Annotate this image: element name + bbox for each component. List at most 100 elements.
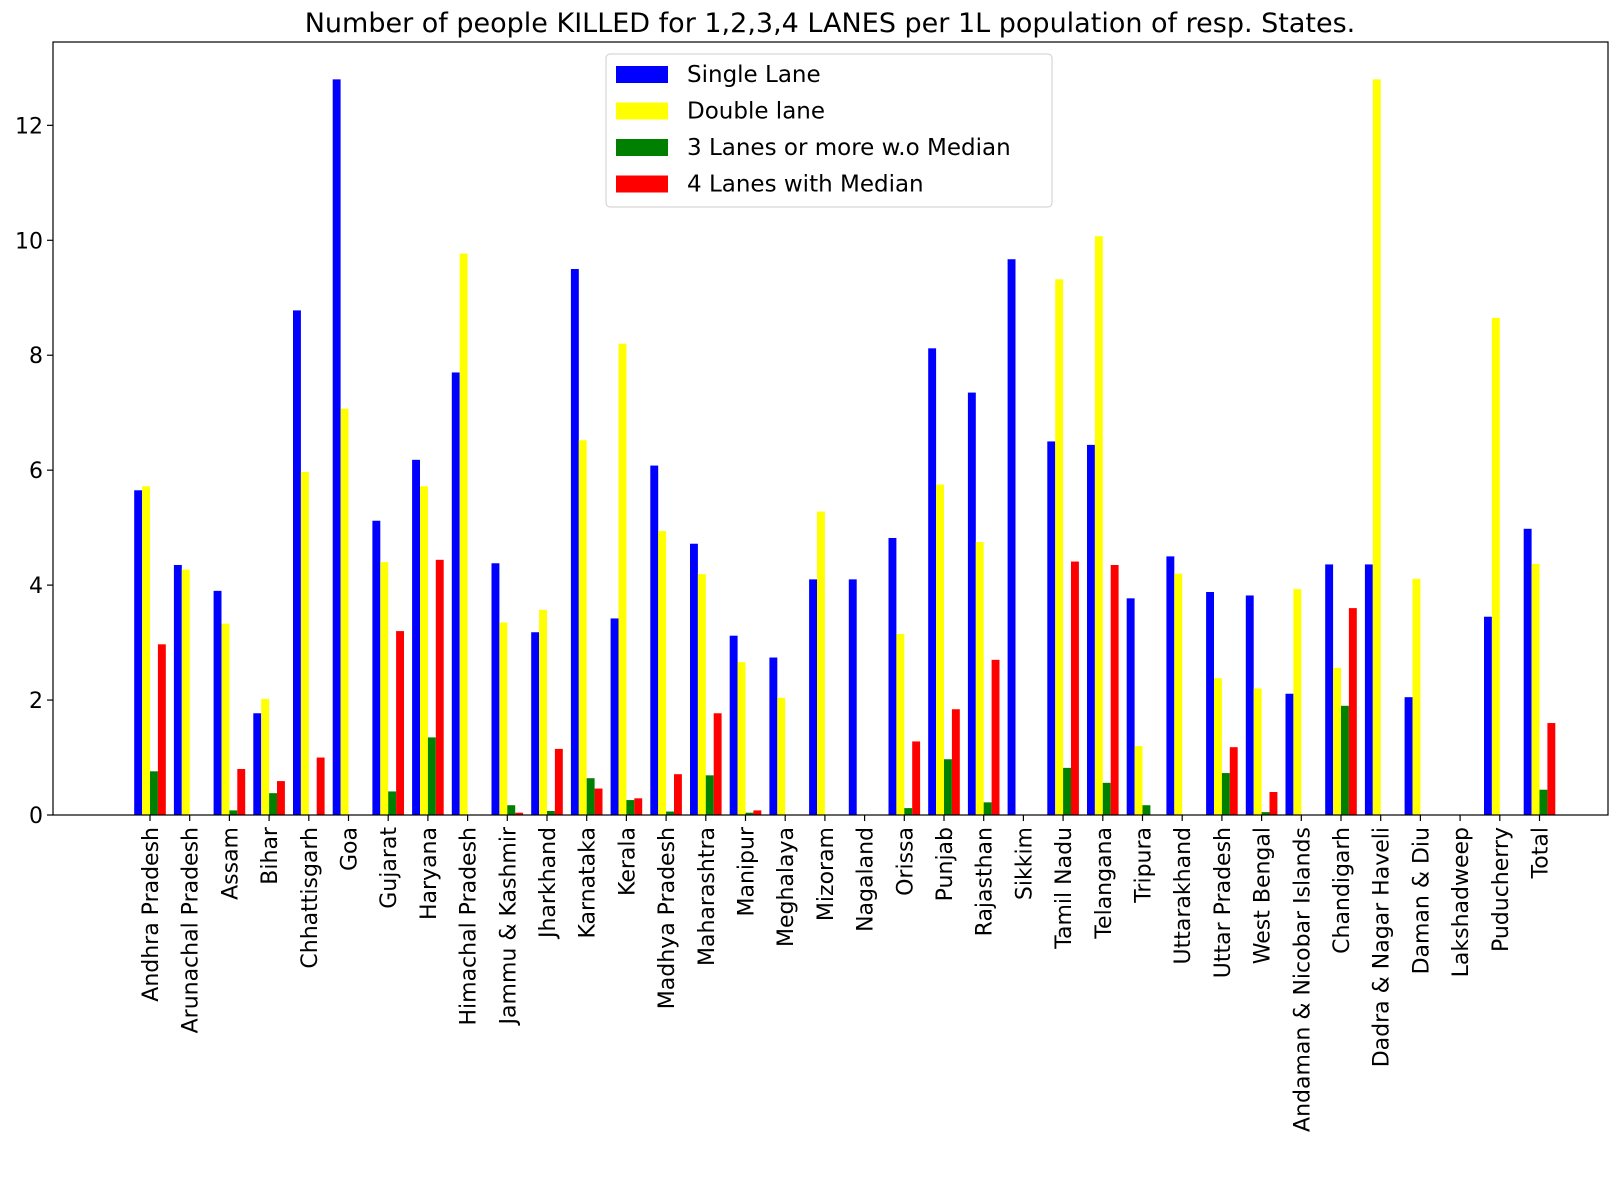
bar [1206, 592, 1214, 815]
bar [737, 662, 746, 815]
x-tick-label: Uttar Pradesh [1211, 827, 1236, 978]
bar [650, 465, 659, 815]
bar [1142, 805, 1151, 815]
bar [594, 788, 603, 815]
bar [420, 486, 428, 815]
x-tick-label: Jammu & Kashmir [496, 826, 521, 1026]
bar [388, 791, 397, 815]
bar [983, 802, 992, 815]
x-tick-label: Uttarakhand [1171, 827, 1196, 964]
bar [809, 579, 817, 815]
legend-box [605, 53, 1053, 208]
bar [507, 805, 516, 815]
legend-swatch [616, 66, 668, 83]
bar [570, 269, 579, 815]
x-tick-label: Lakshadweep [1449, 827, 1474, 977]
y-tick-label: 0 [29, 804, 43, 829]
x-tick-label: Gujarat [377, 827, 402, 909]
bar [817, 511, 825, 815]
bar [173, 565, 182, 815]
legend-label: 3 Lanes or more w.o Median [687, 135, 1011, 161]
x-tick-label: Arunachal Pradesh [179, 827, 204, 1033]
bar [658, 531, 667, 815]
bar [634, 798, 643, 815]
bar [213, 590, 222, 815]
bar [340, 408, 349, 815]
bar [674, 774, 682, 815]
bar [1261, 812, 1270, 815]
bar [531, 632, 540, 815]
x-tick-label: Andhra Pradesh [139, 827, 164, 1002]
bar [729, 635, 738, 815]
x-axis: Andhra Pradesh Arunachal Pradesh Assam Biha… [139, 815, 1554, 1132]
x-tick-label: Nagaland [854, 827, 879, 932]
bar [1293, 589, 1302, 815]
bar [618, 343, 627, 815]
bar [269, 793, 277, 815]
bar [578, 440, 587, 815]
bar [1094, 236, 1103, 815]
bar [277, 781, 285, 815]
bar [1285, 693, 1294, 815]
bar [753, 810, 762, 815]
bar [666, 811, 674, 815]
x-tick-label: Rajasthan [973, 827, 998, 936]
x-tick-label: Daman & Diu [1409, 827, 1434, 974]
bar [1055, 279, 1064, 815]
bar [229, 810, 238, 815]
bar [626, 800, 635, 815]
bar [1325, 564, 1334, 815]
bar [316, 757, 325, 815]
bar [1245, 595, 1254, 815]
bar [967, 392, 976, 815]
x-tick-label: Andaman & Nicobar Islands [1290, 827, 1315, 1132]
legend-swatch [616, 102, 668, 120]
bar [380, 562, 389, 815]
bar [181, 569, 190, 815]
bar [293, 310, 301, 815]
bar [586, 778, 595, 815]
legend-label: 4 Lanes with Median [687, 172, 924, 198]
x-tick-label: Sikkim [1012, 827, 1037, 900]
x-tick-label: Haryana [417, 827, 442, 920]
x-tick-label: Punjab [933, 827, 958, 901]
bar [1134, 746, 1143, 815]
x-tick-label: Puducherry [1489, 827, 1514, 952]
x-tick-label: Total [1529, 827, 1554, 879]
bar [412, 459, 420, 815]
bar [1348, 608, 1357, 815]
bar [1087, 444, 1095, 815]
bar [1491, 317, 1500, 815]
bar [1071, 561, 1079, 815]
bar [1126, 598, 1135, 815]
bar [951, 709, 960, 815]
y-tick-label: 12 [15, 114, 43, 139]
bar [300, 471, 309, 815]
bar [769, 657, 778, 815]
bar [1412, 578, 1421, 815]
y-tick-label: 10 [15, 229, 43, 254]
y-tick-label: 2 [29, 689, 43, 714]
legend-label: Single Lane [687, 62, 821, 88]
bar [515, 812, 524, 815]
bar [1063, 767, 1071, 815]
x-tick-label: Karnataka [576, 827, 601, 939]
bar [372, 520, 381, 815]
bar [1102, 782, 1111, 815]
x-tick-label: Assam [218, 827, 243, 900]
bar [1372, 79, 1381, 816]
bar [936, 484, 944, 815]
bar [150, 771, 158, 815]
bar [435, 559, 444, 815]
bar [332, 79, 341, 816]
bar [713, 713, 722, 815]
bar [1484, 616, 1492, 815]
bar [1523, 528, 1532, 815]
bar [1364, 564, 1373, 815]
bar [690, 543, 698, 815]
bar [554, 748, 563, 815]
bar [777, 697, 786, 815]
bar [888, 537, 897, 815]
x-tick-label: Himachal Pradesh [457, 827, 482, 1026]
